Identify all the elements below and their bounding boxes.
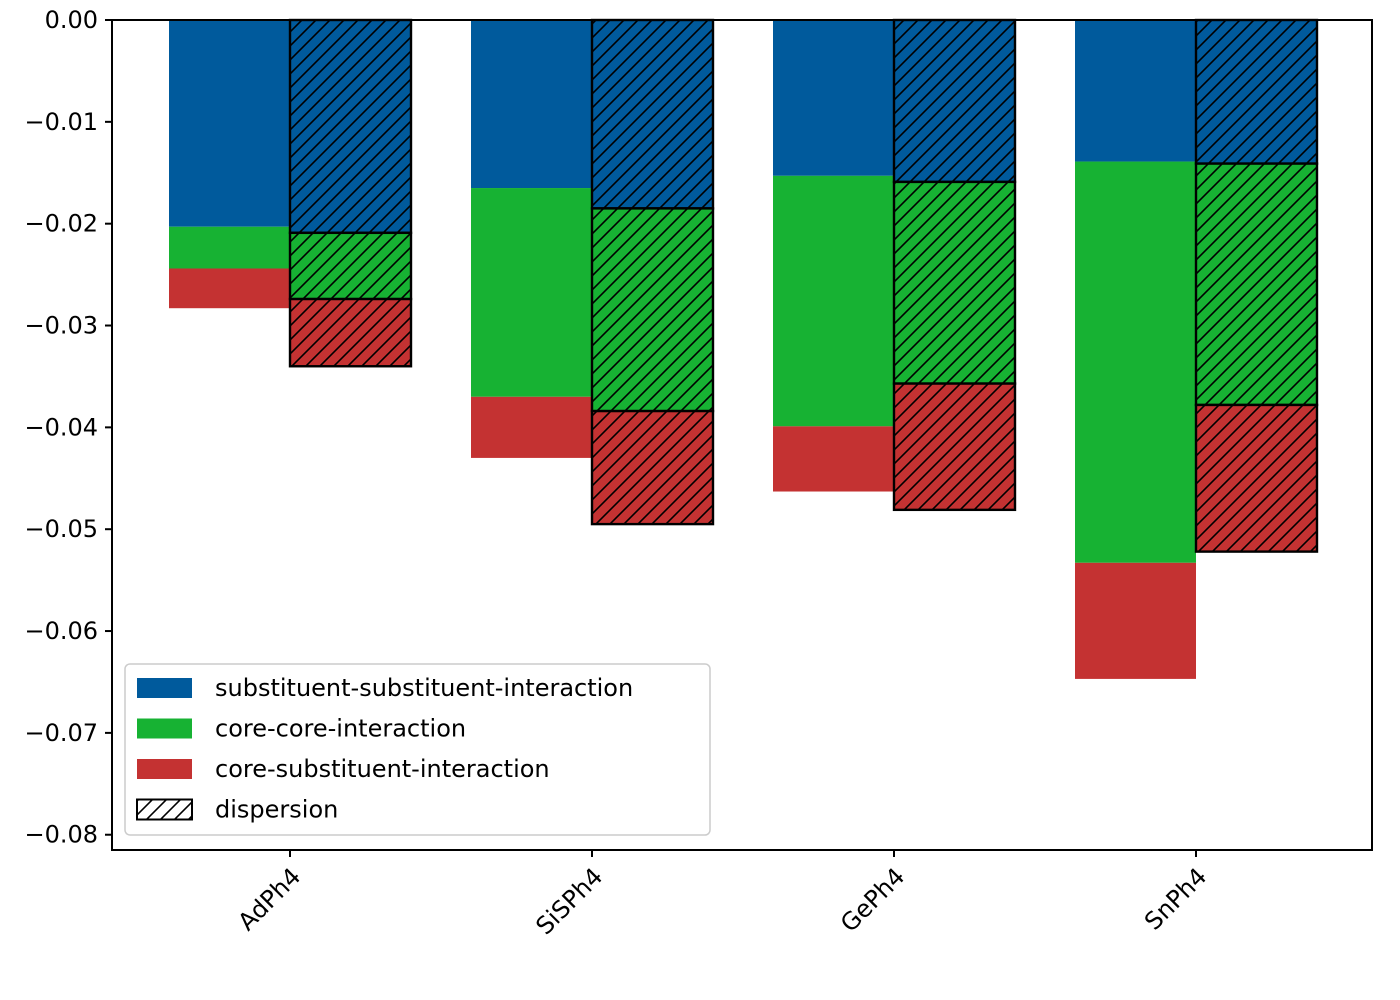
legend-label: core-core-interaction xyxy=(215,715,466,743)
y-tick-label: −0.04 xyxy=(24,413,98,441)
bar-sisph4-dispersion-core-substituent-interaction-hatch xyxy=(590,409,715,526)
legend: substituent-substituent-interaction core-… xyxy=(124,663,711,836)
bar-snph4-core-substituent-interaction xyxy=(1075,562,1196,679)
bar-sisph4-dispersion-substituent-substituent-interaction-hatch xyxy=(590,18,715,210)
bar-adph4-substituent-substituent-interaction xyxy=(169,20,290,227)
bar-geph4-core-core-interaction xyxy=(773,175,894,427)
bar-snph4-core-core-interaction xyxy=(1075,161,1196,563)
bar-geph4-dispersion-core-core-interaction-hatch xyxy=(892,180,1017,385)
bar-geph4-dispersion-substituent-substituent-interaction-hatch xyxy=(892,18,1017,184)
bar-geph4-dispersion-core-substituent-interaction-hatch xyxy=(892,382,1017,512)
y-tick-label: −0.03 xyxy=(24,312,98,340)
bar-sisph4-core-core-interaction xyxy=(471,188,592,397)
legend-label: dispersion xyxy=(215,796,338,824)
bar-sisph4-core-substituent-interaction xyxy=(471,396,592,458)
bar-sisph4-dispersion-core-core-interaction-hatch xyxy=(590,207,715,413)
y-tick-label: −0.06 xyxy=(24,617,98,645)
plot-frame xyxy=(111,19,1373,851)
y-tick-label: −0.01 xyxy=(24,108,98,136)
bar-snph4-substituent-substituent-interaction xyxy=(1075,20,1196,162)
bar-snph4-dispersion-core-core-interaction-hatch xyxy=(1194,162,1319,407)
bar-adph4-dispersion-substituent-substituent-interaction-hatch xyxy=(288,18,413,235)
x-tick-label: GePh4 xyxy=(835,862,910,937)
bar-geph4-core-substituent-interaction xyxy=(773,426,894,492)
bar-snph4-dispersion-substituent-substituent-interaction-hatch xyxy=(1194,18,1319,165)
x-tick-label: AdPh4 xyxy=(233,862,307,936)
bar-snph4-dispersion-core-substituent-interaction-hatch xyxy=(1194,403,1319,553)
bar-adph4-dispersion-core-core-interaction-hatch xyxy=(288,231,413,301)
y-tick-label: −0.07 xyxy=(24,719,98,747)
bar-adph4-dispersion-core-substituent-interaction-hatch xyxy=(288,297,413,368)
bar-geph4-substituent-substituent-interaction xyxy=(773,20,894,176)
legend-swatch xyxy=(137,678,192,698)
legend-swatch-hatch xyxy=(136,798,193,821)
y-tick-label: −0.02 xyxy=(24,210,98,238)
x-tick-label: SnPh4 xyxy=(1139,862,1212,935)
legend-swatch xyxy=(137,759,192,779)
legend-box xyxy=(124,663,711,836)
legend-label: substituent-substituent-interaction xyxy=(215,674,633,702)
y-tick-label: −0.08 xyxy=(24,821,98,849)
bar-sisph4-substituent-substituent-interaction xyxy=(471,20,592,189)
bar-adph4-core-substituent-interaction xyxy=(169,268,290,309)
bar-adph4-core-core-interaction xyxy=(169,226,290,269)
legend-label: core-substituent-interaction xyxy=(215,755,550,783)
legend-swatch xyxy=(137,718,192,739)
x-tick-label: SiSPh4 xyxy=(530,862,608,940)
y-tick-label: 0.00 xyxy=(45,6,98,34)
y-tick-label: −0.05 xyxy=(24,515,98,543)
